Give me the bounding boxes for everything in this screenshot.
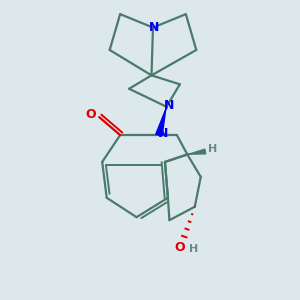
Polygon shape xyxy=(187,149,206,155)
Text: O: O xyxy=(175,241,185,254)
Text: N: N xyxy=(149,21,160,34)
Text: H: H xyxy=(208,144,217,154)
Text: N: N xyxy=(164,99,175,112)
Text: O: O xyxy=(85,108,96,121)
Polygon shape xyxy=(156,106,167,136)
Text: N: N xyxy=(158,127,169,140)
Text: H: H xyxy=(189,244,198,254)
